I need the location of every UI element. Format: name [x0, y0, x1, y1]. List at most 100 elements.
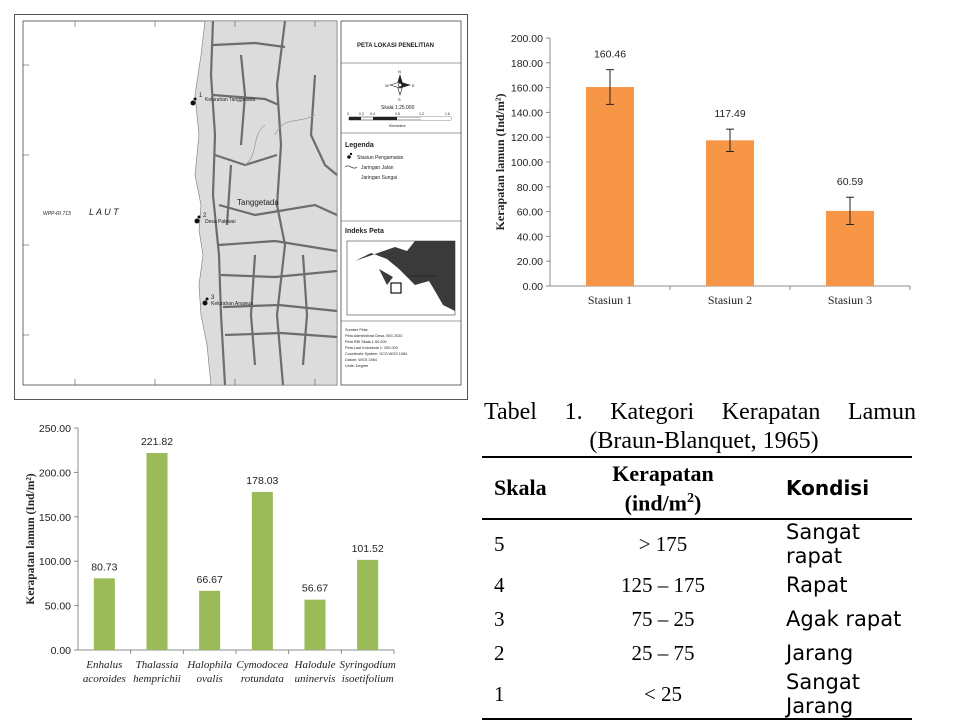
y-axis-title: Kerapatan lamun (Ind/m²) — [493, 94, 507, 231]
category-label: hemprichii — [133, 673, 181, 685]
category-label: rotundata — [241, 673, 284, 685]
y-tick-label: 150.00 — [39, 512, 71, 524]
category-label: Cymodocea — [236, 659, 288, 671]
road-legend-icon — [344, 165, 358, 169]
y-tick-label: 60.00 — [517, 207, 543, 219]
svg-text:0.8: 0.8 — [395, 112, 400, 116]
table-row: 5 > 175 Sangat rapat — [494, 520, 860, 568]
category-label: Halophila — [186, 659, 232, 671]
station-legend-icon — [347, 152, 353, 159]
data-label: 60.59 — [837, 176, 863, 188]
table-row: 1 < 25 Sangat Jarang — [482, 670, 912, 720]
station-1-number: 1 — [199, 93, 203, 99]
bar — [146, 453, 168, 650]
y-tick-label: 200.00 — [511, 33, 543, 45]
y-tick-label: 0.00 — [523, 281, 544, 293]
index-title: Indeks Peta — [345, 228, 384, 235]
scale-bar — [348, 116, 452, 121]
station-2-number: 2 — [203, 213, 207, 219]
y-tick-label: 20.00 — [517, 256, 543, 268]
table-header-row: Skala Kerapatan (ind/m2) Kondisi — [482, 456, 912, 520]
svg-text:Coordinate System: GCS WGS 198: Coordinate System: GCS WGS 1984 — [345, 352, 407, 356]
town-label: Tanggetada — [237, 198, 279, 207]
bar — [93, 578, 115, 650]
station-2-marker — [194, 218, 200, 224]
svg-text:Peta RBI Skala 1:50.000: Peta RBI Skala 1:50.000 — [345, 340, 387, 344]
svg-text:0.4: 0.4 — [370, 112, 375, 116]
y-tick-label: 80.00 — [517, 182, 543, 194]
bar — [706, 140, 754, 286]
header-kondisi: Kondisi — [742, 456, 912, 520]
river-network — [244, 114, 316, 166]
table-caption: Tabel 1. Kategori Kerapatan Lamun (Braun… — [484, 399, 916, 454]
y-tick-label: 100.00 — [511, 157, 543, 169]
category-label: Stasiun 1 — [588, 293, 632, 307]
wpp-label: WPP-RI 713 — [43, 211, 71, 217]
table-row: 3 75 – 25 Agak rapat — [494, 606, 902, 632]
index-locator-box — [390, 282, 402, 294]
bar — [357, 559, 379, 650]
index-landmass — [355, 241, 455, 311]
land-area — [194, 20, 338, 386]
data-label: 80.73 — [91, 561, 117, 573]
station-markers — [190, 97, 209, 306]
y-tick-label: 200.00 — [39, 467, 71, 479]
svg-text:E: E — [412, 83, 415, 88]
category-label: Stasiun 3 — [828, 293, 872, 307]
svg-text:N: N — [398, 69, 401, 74]
station-chart-svg: 0.00 20.00 40.00 60.00 80.00 100.00 120.00 140.… — [493, 33, 911, 307]
species-density-chart: 0.00 50.00 100.00 150.00 200.00 250.00 80.73 En… — [22, 418, 404, 710]
y-tick-label: 100.00 — [39, 556, 71, 568]
scale-unit: Kilometers — [389, 124, 406, 128]
svg-text:Units: Degree: Units: Degree — [345, 364, 368, 368]
category-label: Syringodium — [340, 659, 396, 671]
svg-text:Stasiun Pengamatan: Stasiun Pengamatan — [357, 155, 404, 161]
bar — [304, 599, 326, 650]
scale-text: Skala 1:25.000 — [381, 105, 415, 111]
bar — [586, 87, 634, 286]
village-label-2: Desa Palewai — [205, 219, 236, 225]
svg-text:Jaringan Jalan: Jaringan Jalan — [361, 165, 394, 171]
station-3-number: 3 — [211, 295, 215, 301]
category-label: ovalis — [197, 673, 223, 685]
category-label: acoroides — [83, 673, 126, 685]
header-kerapatan: Kerapatan (ind/m2) — [584, 456, 742, 520]
bar — [199, 590, 221, 650]
header-skala: Skala — [482, 456, 584, 520]
station-density-chart: 0.00 20.00 40.00 60.00 80.00 100.00 120.00 140.… — [488, 26, 928, 326]
svg-text:Datum: WGS 1984: Datum: WGS 1984 — [345, 358, 377, 362]
graticule-ticks — [23, 21, 316, 385]
table-row: 2 25 – 75 Jarang — [494, 640, 854, 666]
y-tick-label: 180.00 — [511, 58, 543, 70]
svg-text:0.2: 0.2 — [359, 112, 364, 116]
compass-icon — [388, 73, 412, 97]
category-label: Halodule — [294, 659, 336, 671]
category-label: Stasiun 2 — [708, 293, 752, 307]
svg-text:Peta Laut Indonesia 1: 250.000: Peta Laut Indonesia 1: 250.000 — [345, 346, 398, 350]
y-tick-label: 120.00 — [511, 132, 543, 144]
data-label: 178.03 — [246, 475, 278, 487]
road-network — [209, 20, 338, 386]
table-row: 4 125 – 175 Rapat — [494, 572, 848, 598]
station-1-marker — [190, 100, 196, 106]
svg-text:1.2: 1.2 — [419, 112, 424, 116]
y-tick-label: 40.00 — [517, 231, 543, 243]
y-axis-title: Kerapatan lamun (Ind/m²) — [25, 473, 37, 604]
data-label: 66.67 — [197, 574, 223, 586]
svg-text:S: S — [398, 97, 401, 102]
legend-title: Legenda — [345, 142, 374, 149]
data-label: 117.49 — [714, 108, 745, 120]
category-label: isoetifolium — [342, 673, 394, 685]
category-label: uninervis — [295, 673, 336, 685]
data-label: 160.46 — [594, 49, 626, 61]
location-map: 1 2 3 L A U T WPP-RI 713 Tanggetada Kelu… — [14, 14, 468, 400]
village-label-1: Kelurahan Tanggetada — [205, 97, 255, 103]
station-3-marker — [202, 300, 208, 306]
category-label: Enhalus — [85, 659, 122, 671]
map-svg: 1 2 3 L A U T WPP-RI 713 Tanggetada Kelu… — [22, 20, 462, 386]
sea-label: L A U T — [89, 207, 120, 217]
svg-text:Jaringan Sungai: Jaringan Sungai — [361, 175, 397, 181]
index-label: Sulawesi Tenggara — [407, 274, 437, 278]
species-chart-svg: 0.00 50.00 100.00 150.00 200.00 250.00 80.73 En… — [25, 423, 396, 685]
category-label: Thalassia — [136, 659, 179, 671]
